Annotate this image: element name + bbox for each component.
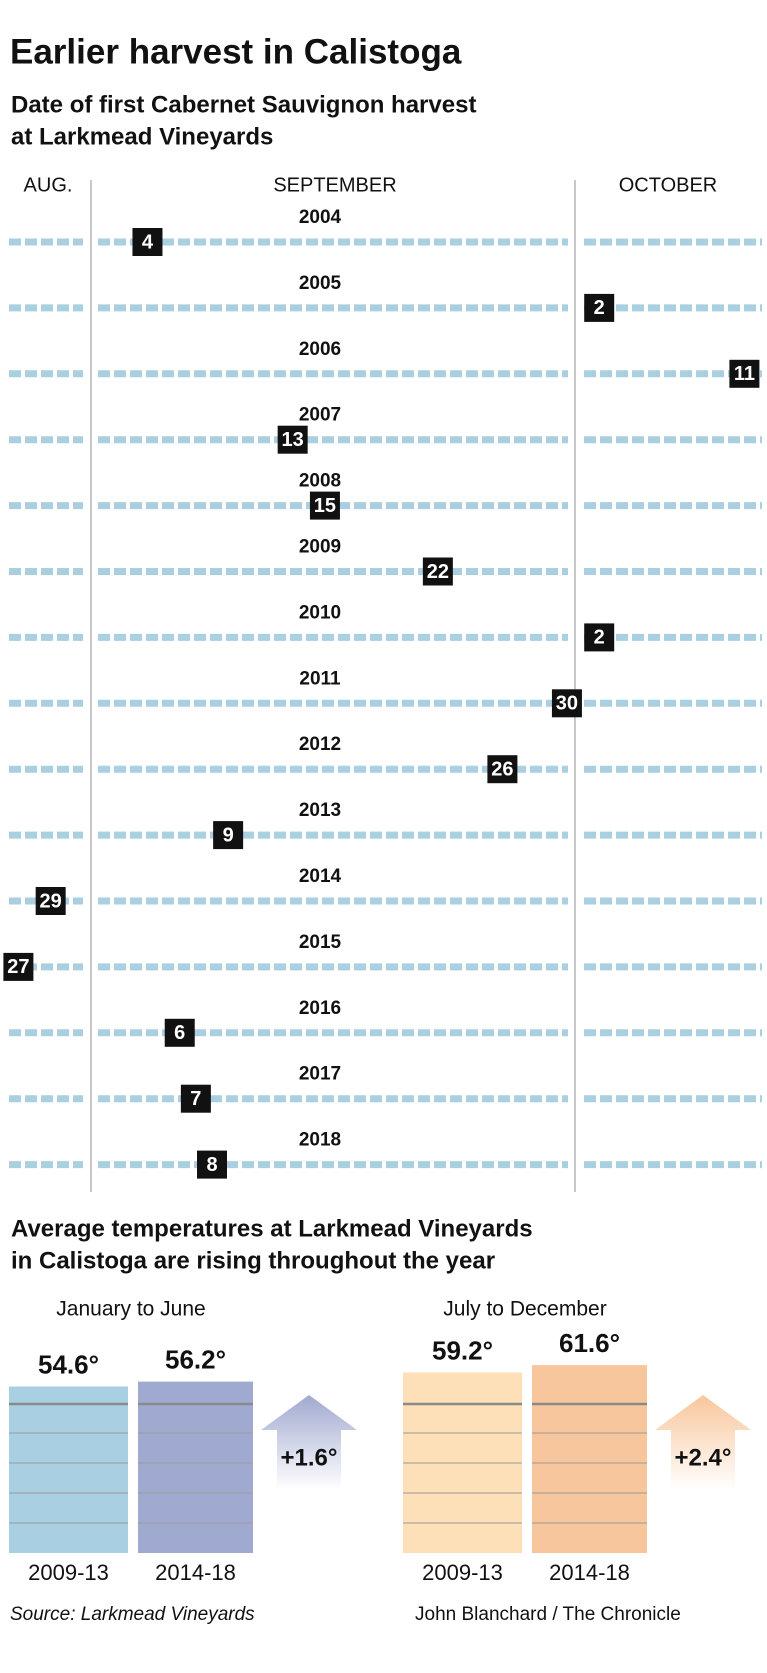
bar bbox=[9, 1386, 128, 1553]
harvest-marker bbox=[35, 887, 66, 915]
harvest-day: 2 bbox=[594, 627, 605, 649]
category-label: 2009-13 bbox=[28, 1560, 109, 1585]
subtitle: at Larkmead Vineyards bbox=[11, 123, 273, 150]
harvest-marker bbox=[729, 359, 760, 388]
value-label: 54.6° bbox=[38, 1349, 99, 1379]
category-label: 2014-18 bbox=[155, 1560, 236, 1585]
bar bbox=[532, 1365, 647, 1553]
year-label: 2009 bbox=[299, 537, 341, 558]
year-label: 2007 bbox=[299, 405, 341, 426]
source: Source: Larkmead Vineyards bbox=[10, 1604, 255, 1625]
harvest-marker bbox=[132, 228, 163, 256]
harvest-day: 4 bbox=[142, 231, 154, 253]
harvest-day: 7 bbox=[190, 1088, 201, 1110]
harvest-day: 30 bbox=[556, 693, 578, 715]
month-label: SEPTEMBER bbox=[273, 174, 396, 196]
value-label: 59.2° bbox=[432, 1335, 493, 1365]
change-annotation: +2.4° bbox=[675, 1444, 732, 1471]
subtitle: Date of first Cabernet Sauvignon harvest bbox=[11, 91, 476, 118]
year-label: 2008 bbox=[299, 471, 341, 492]
harvest-marker bbox=[551, 689, 582, 718]
harvest-day: 9 bbox=[223, 824, 234, 846]
year-label: 2005 bbox=[299, 273, 342, 294]
section-title: Average temperatures at Larkmead Vineyar… bbox=[11, 1215, 533, 1242]
year-label: 2013 bbox=[299, 800, 341, 821]
credit: John Blanchard / The Chronicle bbox=[415, 1604, 681, 1625]
harvest-day: 29 bbox=[40, 890, 62, 912]
harvest-day: 27 bbox=[7, 956, 29, 978]
harvest-marker bbox=[584, 293, 615, 322]
month-label: AUG. bbox=[24, 174, 73, 196]
harvest-marker bbox=[197, 1150, 227, 1179]
year-label: 2014 bbox=[299, 866, 342, 887]
harvest-day: 22 bbox=[427, 561, 449, 583]
harvest-marker bbox=[164, 1018, 195, 1047]
harvest-day: 2 bbox=[594, 297, 605, 319]
harvest-marker bbox=[213, 821, 244, 850]
year-label: 2012 bbox=[299, 734, 341, 755]
year-label: 2010 bbox=[299, 602, 341, 623]
change-annotation: +1.6° bbox=[281, 1444, 338, 1471]
year-label: 2006 bbox=[299, 339, 341, 360]
harvest-marker bbox=[3, 952, 34, 981]
harvest-day: 6 bbox=[174, 1022, 185, 1044]
harvest-marker bbox=[309, 491, 340, 520]
value-label: 56.2° bbox=[165, 1344, 226, 1374]
harvest-day: 11 bbox=[734, 363, 755, 385]
chart-subtitle: January to June bbox=[56, 1298, 205, 1321]
value-label: 61.6° bbox=[559, 1328, 620, 1358]
year-label: 2004 bbox=[299, 207, 342, 228]
section-title: in Calistoga are rising throughout the y… bbox=[11, 1247, 495, 1274]
year-label: 2018 bbox=[299, 1130, 341, 1151]
harvest-marker bbox=[277, 425, 308, 454]
chart-subtitle: July to December bbox=[443, 1298, 606, 1321]
harvest-day: 8 bbox=[206, 1154, 217, 1176]
year-label: 2017 bbox=[299, 1064, 341, 1085]
year-label: 2011 bbox=[299, 668, 341, 689]
title: Earlier harvest in Calistoga bbox=[10, 32, 462, 71]
year-label: 2015 bbox=[299, 932, 342, 953]
harvest-marker bbox=[180, 1084, 211, 1113]
year-label: 2016 bbox=[299, 998, 341, 1019]
harvest-marker bbox=[422, 557, 453, 586]
category-label: 2014-18 bbox=[549, 1560, 630, 1585]
arrow bbox=[655, 1395, 751, 1490]
harvest-marker bbox=[487, 755, 518, 784]
category-label: 2009-13 bbox=[422, 1560, 503, 1585]
bar bbox=[138, 1381, 253, 1553]
arrow bbox=[261, 1395, 357, 1490]
harvest-day: 15 bbox=[314, 495, 336, 517]
harvest-day: 26 bbox=[491, 758, 513, 780]
harvest-day: 13 bbox=[282, 429, 304, 451]
month-label: OCTOBER bbox=[619, 174, 718, 196]
harvest-marker bbox=[584, 623, 615, 652]
